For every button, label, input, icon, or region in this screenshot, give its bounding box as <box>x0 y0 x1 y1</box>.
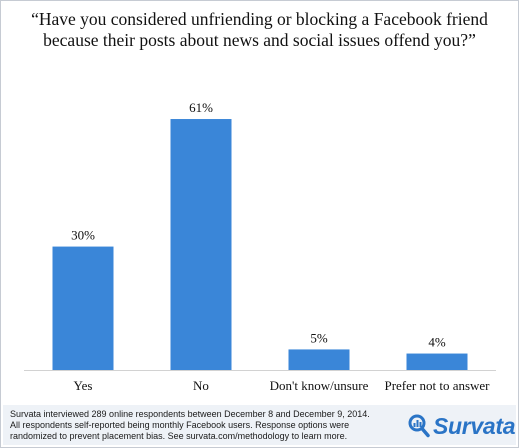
footnote-line-2: All respondents self-reported being mont… <box>10 420 350 430</box>
survata-logo: Survata <box>408 412 516 439</box>
methodology-note: Survata interviewed 289 online responden… <box>10 409 400 442</box>
logo-wordmark: Survata <box>433 412 516 439</box>
category-label: Yes <box>74 378 93 393</box>
data-label: 30% <box>71 228 95 243</box>
category-label: No <box>193 378 209 393</box>
bar <box>170 119 232 371</box>
footer: Survata interviewed 289 online responden… <box>3 405 516 445</box>
data-label: 4% <box>428 335 446 350</box>
category-label: Prefer not to answer <box>384 378 490 393</box>
bar <box>406 353 468 370</box>
magnifier-chart-icon <box>408 414 430 438</box>
chart-title: “Have you considered unfriending or bloc… <box>31 9 488 50</box>
footnote-line-1: Survata interviewed 289 online responden… <box>10 409 370 419</box>
bar <box>52 246 114 370</box>
data-label: 61% <box>189 100 213 115</box>
data-label: 5% <box>310 330 328 345</box>
category-label: Don't know/unsure <box>270 378 369 393</box>
bar <box>288 349 350 370</box>
footnote-line-3: randomized to prevent placement bias. Se… <box>10 431 348 441</box>
